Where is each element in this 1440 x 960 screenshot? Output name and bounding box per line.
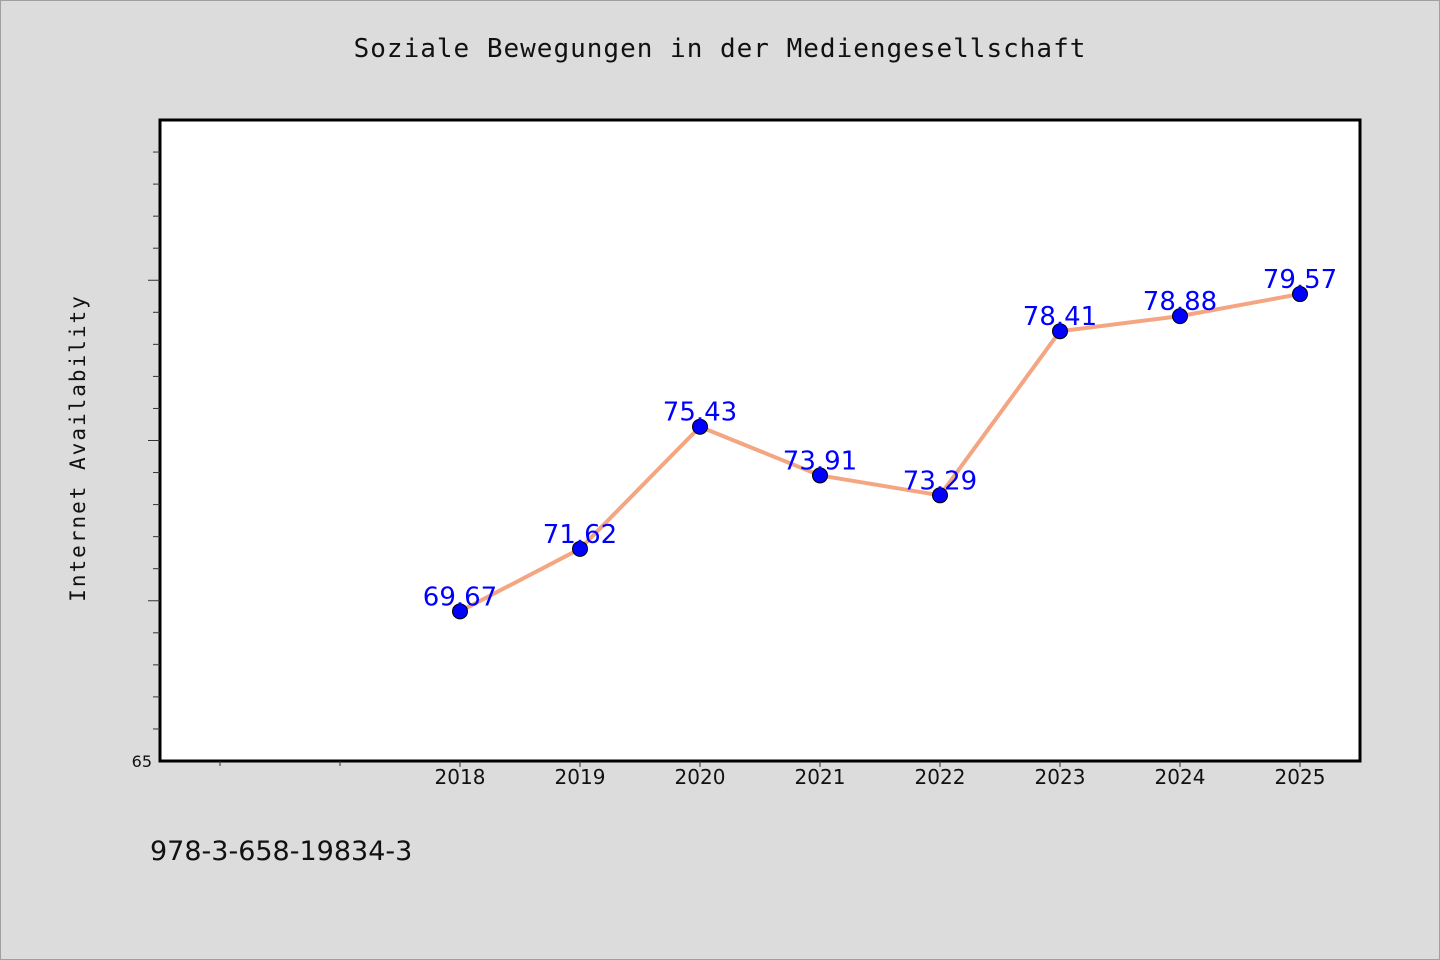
data-label: 71.62: [543, 520, 617, 550]
x-tick-label: 2021: [795, 765, 846, 789]
x-tick-label: 2024: [1155, 765, 1206, 789]
x-tick-label: 2023: [1035, 765, 1086, 789]
x-axis-ticks: 2018 2019 2020 2021 2022 2023 2024 2025: [219, 761, 1326, 789]
x-tick-label: 2022: [915, 765, 966, 789]
data-label: 75.43: [663, 398, 737, 428]
plot-area: [158, 118, 1362, 763]
data-label: 69.67: [423, 582, 497, 612]
footer-id-text: 978-3-658-19834-3: [150, 836, 413, 867]
y-axis-ticks: 65: [132, 151, 160, 771]
x-tick-label: 2019: [555, 765, 606, 789]
data-label: 73.29: [903, 466, 977, 496]
data-point: [1292, 286, 1308, 303]
data-point: [1052, 323, 1068, 340]
data-point: [812, 467, 828, 484]
data-point: [692, 418, 708, 435]
x-tick-label: 2025: [1275, 765, 1326, 789]
series-line: [459, 292, 1301, 614]
data-label: 78.88: [1143, 287, 1217, 317]
chart-title: Soziale Bewegungen in der Mediengesellsc…: [353, 34, 1087, 64]
series-group: [452, 286, 1308, 620]
data-point: [1172, 308, 1188, 325]
data-label: 79.57: [1263, 265, 1337, 295]
data-label: 78.41: [1023, 302, 1097, 332]
y-tick-label: 65: [132, 752, 152, 771]
x-tick-label: 2020: [675, 765, 726, 789]
x-tick-label: 2018: [435, 765, 486, 789]
data-point: [452, 603, 468, 620]
data-labels: 69.67 71.62 75.43 73.91 73.29 78.41 78.88 79.57: [423, 265, 1337, 612]
data-label: 73.91: [783, 446, 857, 476]
data-point: [932, 487, 948, 504]
data-point: [572, 540, 588, 557]
